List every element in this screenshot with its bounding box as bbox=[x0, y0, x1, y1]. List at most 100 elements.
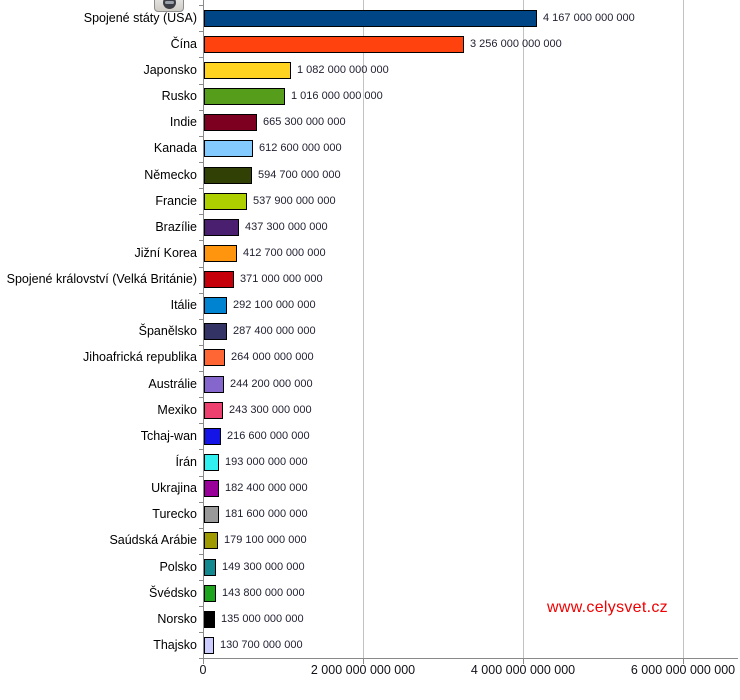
y-axis-tick bbox=[199, 632, 203, 634]
bar[interactable] bbox=[204, 349, 225, 367]
bar[interactable] bbox=[204, 297, 227, 315]
watermark-link[interactable]: www.celysvet.cz bbox=[547, 599, 668, 616]
value-label: 143 800 000 000 bbox=[222, 586, 305, 599]
bar[interactable] bbox=[204, 401, 223, 419]
gridline bbox=[363, 0, 364, 658]
bar[interactable] bbox=[204, 166, 252, 184]
value-label: 149 300 000 000 bbox=[222, 560, 305, 573]
x-axis-tick bbox=[683, 658, 684, 664]
y-axis-tick bbox=[199, 292, 203, 294]
value-label: 244 200 000 000 bbox=[230, 377, 313, 390]
category-label: Mexiko bbox=[157, 402, 197, 417]
y-axis-tick bbox=[199, 318, 203, 320]
bar[interactable] bbox=[204, 636, 214, 654]
gridline bbox=[683, 0, 684, 658]
bar[interactable] bbox=[204, 218, 239, 236]
bar[interactable] bbox=[204, 454, 219, 471]
bar[interactable] bbox=[204, 192, 247, 210]
category-label: Írán bbox=[175, 455, 197, 469]
y-axis-tick bbox=[199, 397, 203, 399]
category-label: Jihoafrická republika bbox=[83, 350, 197, 365]
value-label: 371 000 000 000 bbox=[240, 273, 323, 286]
value-label: 264 000 000 000 bbox=[231, 351, 314, 364]
value-label: 537 900 000 000 bbox=[253, 194, 336, 207]
y-axis-line bbox=[203, 0, 204, 659]
y-axis-tick bbox=[199, 5, 203, 7]
value-label: 181 600 000 000 bbox=[225, 508, 308, 521]
bar[interactable] bbox=[204, 610, 215, 628]
y-axis-tick bbox=[199, 266, 203, 268]
bar[interactable] bbox=[204, 584, 216, 602]
y-axis-tick bbox=[199, 135, 203, 137]
category-label: Rusko bbox=[161, 89, 197, 104]
bar[interactable] bbox=[204, 558, 216, 576]
value-label: 287 400 000 000 bbox=[233, 325, 316, 338]
value-label: 665 300 000 000 bbox=[263, 116, 346, 129]
value-label: 193 000 000 000 bbox=[225, 456, 308, 468]
x-axis-tick bbox=[523, 658, 524, 664]
y-axis-tick bbox=[199, 423, 203, 425]
category-label: Polsko bbox=[159, 559, 197, 574]
globe-icon bbox=[163, 0, 176, 9]
category-label: Thajsko bbox=[153, 637, 197, 652]
category-label: Norsko bbox=[157, 611, 197, 626]
y-axis-tick bbox=[199, 606, 203, 608]
category-label: Brazílie bbox=[155, 219, 197, 234]
value-label: 179 100 000 000 bbox=[224, 534, 307, 547]
y-axis-tick bbox=[199, 83, 203, 85]
x-axis-tick-label: 0 bbox=[199, 663, 207, 677]
category-label: Japonsko bbox=[143, 63, 197, 78]
category-label: Itálie bbox=[170, 298, 197, 313]
bar[interactable] bbox=[204, 323, 227, 341]
y-axis-tick bbox=[199, 188, 203, 190]
y-axis-tick bbox=[199, 553, 203, 555]
bar[interactable] bbox=[204, 35, 464, 53]
category-label: Spojené království (Velká Británie) bbox=[6, 272, 197, 287]
category-label: Španělsko bbox=[138, 324, 197, 339]
y-axis-tick bbox=[199, 162, 203, 163]
category-label: Jižní Korea bbox=[134, 245, 197, 260]
y-axis-tick bbox=[199, 449, 203, 451]
category-label: Turecko bbox=[152, 507, 197, 522]
bar[interactable] bbox=[204, 427, 221, 445]
value-label: 412 700 000 000 bbox=[243, 246, 326, 259]
x-axis-tick-label: 2 000 000 000 000 bbox=[310, 663, 416, 677]
bar[interactable] bbox=[204, 532, 218, 550]
category-label: Čína bbox=[170, 36, 197, 51]
x-axis-tick bbox=[203, 658, 204, 664]
y-axis-tick bbox=[199, 501, 203, 503]
bar[interactable] bbox=[204, 271, 234, 289]
gridline bbox=[523, 0, 524, 658]
x-axis-tick-label: 4 000 000 000 000 bbox=[470, 663, 576, 677]
bar[interactable] bbox=[204, 375, 224, 393]
globe-icon-button[interactable] bbox=[154, 0, 184, 12]
y-axis-tick bbox=[199, 109, 203, 111]
bar[interactable] bbox=[204, 88, 285, 106]
category-label: Německo bbox=[144, 167, 197, 182]
bar[interactable] bbox=[204, 62, 291, 80]
bar[interactable] bbox=[204, 114, 257, 132]
y-axis-tick bbox=[199, 580, 203, 582]
y-axis-tick bbox=[199, 658, 203, 660]
category-label: Francie bbox=[155, 193, 197, 208]
value-label: 1 082 000 000 000 bbox=[297, 64, 389, 77]
value-label: 612 600 000 000 bbox=[259, 142, 342, 155]
value-label: 594 700 000 000 bbox=[258, 168, 341, 181]
category-label: Švédsko bbox=[149, 585, 197, 600]
value-label: 3 256 000 000 000 bbox=[470, 37, 562, 50]
y-axis-tick bbox=[199, 214, 203, 216]
bar[interactable] bbox=[204, 480, 219, 498]
x-axis-line bbox=[203, 658, 738, 659]
y-axis-tick bbox=[199, 527, 203, 529]
category-label: Indie bbox=[169, 115, 197, 130]
value-label: 216 600 000 000 bbox=[227, 429, 310, 442]
bar[interactable] bbox=[204, 244, 237, 262]
value-label: 1 016 000 000 000 bbox=[291, 90, 383, 103]
bar[interactable] bbox=[204, 506, 219, 524]
bar[interactable] bbox=[204, 140, 253, 158]
y-axis-tick bbox=[199, 57, 203, 59]
y-axis-tick bbox=[199, 344, 203, 346]
bar[interactable] bbox=[204, 9, 537, 27]
